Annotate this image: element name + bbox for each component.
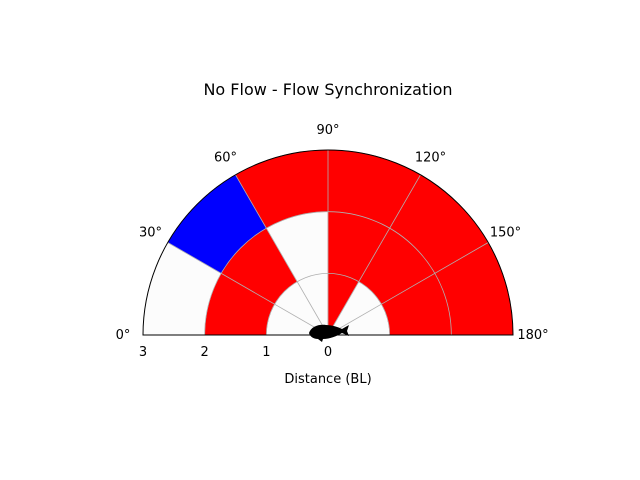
fish-icon	[309, 324, 349, 342]
grid-ring-1	[265, 272, 391, 336]
radius-tick-3: 0	[324, 345, 332, 360]
angle-tick-4: 120°	[415, 150, 446, 165]
radius-tick-labels: 3 2 1 0	[139, 345, 332, 360]
grid-spoke-0	[167, 242, 329, 336]
angle-tick-2: 60°	[214, 150, 237, 165]
grid-ring-2	[204, 211, 452, 336]
polar-grid	[167, 150, 489, 336]
radius-tick-1: 2	[201, 345, 209, 360]
chart-title: No Flow - Flow Synchronization	[203, 80, 452, 99]
radius-tick-2: 1	[262, 345, 270, 360]
x-axis-label: Distance (BL)	[284, 372, 371, 387]
angle-tick-3: 90°	[316, 123, 339, 138]
grid-spoke-3	[327, 174, 421, 336]
heatmap-cells	[142, 149, 514, 336]
angle-tick-labels: 0° 30° 60° 90° 120° 150° 180°	[116, 123, 549, 343]
angle-tick-5: 150°	[490, 226, 521, 241]
polar-frame	[142, 149, 514, 336]
angle-tick-1: 30°	[139, 226, 162, 241]
grid-spoke-1	[235, 174, 329, 336]
angle-tick-6: 180°	[517, 328, 548, 343]
grid-spoke-4	[327, 242, 489, 336]
radius-tick-0: 3	[139, 345, 147, 360]
angle-tick-0: 0°	[116, 328, 131, 343]
